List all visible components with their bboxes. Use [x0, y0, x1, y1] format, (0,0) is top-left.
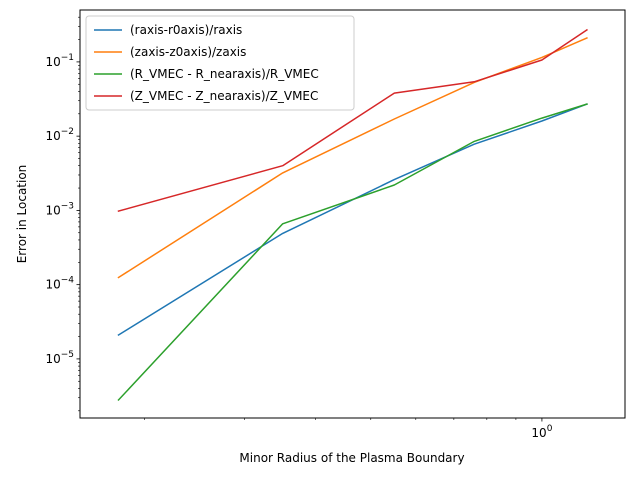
x-tick-label: 100 — [531, 424, 552, 440]
series-line-1 — [117, 103, 588, 337]
y-tick-label: 10−4 — [45, 276, 74, 292]
legend-label-4: (Z_VMEC - Z_nearaxis)/Z_VMEC — [130, 89, 318, 103]
series-layer — [117, 28, 588, 402]
series-line-3 — [117, 103, 588, 402]
y-tick-label: 10−2 — [45, 127, 74, 143]
legend-label-3: (R_VMEC - R_nearaxis)/R_VMEC — [130, 67, 319, 81]
legend-box — [85, 15, 355, 111]
y-axis-ticks: 10−5 10−4 10−3 10−2 10−1 — [45, 16, 80, 412]
series-line-4 — [117, 28, 588, 213]
legend: (raxis-r0axis)/raxis (zaxis-z0axis)/zaxis… — [85, 15, 355, 111]
x-axis-label: Minor Radius of the Plasma Boundary — [239, 451, 464, 465]
legend-label-2: (zaxis-z0axis)/zaxis — [130, 45, 246, 59]
x-axis-ticks: 100 — [144, 418, 553, 440]
y-tick-label: 10−5 — [45, 350, 74, 366]
y-tick-label: 10−1 — [45, 53, 74, 69]
y-tick-label: 10−3 — [45, 201, 74, 217]
legend-label-1: (raxis-r0axis)/raxis — [130, 23, 242, 37]
y-axis-label: Error in Location — [15, 165, 29, 264]
